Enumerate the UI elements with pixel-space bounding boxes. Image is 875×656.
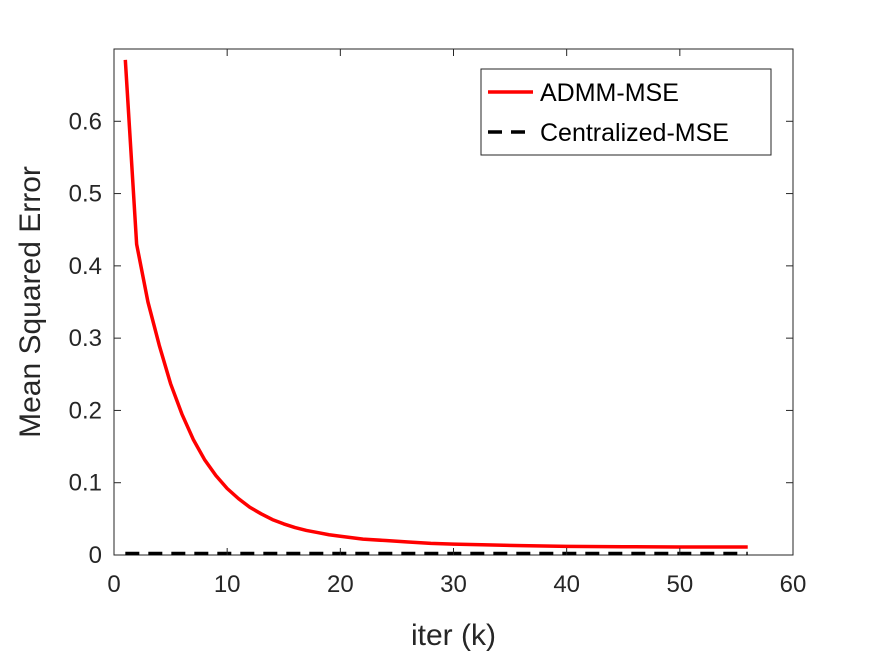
ticks-layer: 0 10 20 30 40 50 60 0 0.1 0.2 0.3 0.4 0.5 0.6 bbox=[69, 49, 807, 598]
x-tick-label: 30 bbox=[440, 571, 467, 598]
x-tick-label: 10 bbox=[214, 571, 241, 598]
x-tick-label: 60 bbox=[780, 571, 807, 598]
legend-box bbox=[480, 68, 772, 156]
x-axis-title: iter (k) bbox=[411, 619, 496, 652]
legend-label-centralized-mse: Centralized-MSE bbox=[540, 119, 729, 147]
y-axis-title: Mean Squared Error bbox=[14, 166, 47, 438]
y-tick-label: 0.6 bbox=[69, 108, 102, 135]
y-tick-label: 0.5 bbox=[69, 181, 102, 208]
legend-label-admm-mse: ADMM-MSE bbox=[540, 79, 679, 107]
y-tick-label: 0.4 bbox=[69, 253, 102, 280]
y-tick-label: 0.2 bbox=[69, 397, 102, 424]
series-line-admm-mse bbox=[123, 59, 748, 549]
x-tick-label: 20 bbox=[327, 571, 354, 598]
x-tick-label: 50 bbox=[666, 571, 693, 598]
x-tick-label: 40 bbox=[553, 571, 580, 598]
y-tick-label: 0.1 bbox=[69, 470, 102, 497]
y-tick-label: 0 bbox=[89, 542, 102, 569]
x-tick-label: 0 bbox=[107, 571, 120, 598]
y-tick-label: 0.3 bbox=[69, 325, 102, 352]
series-layer bbox=[123, 59, 748, 556]
legend: ADMM-MSE Centralized-MSE bbox=[480, 68, 772, 156]
